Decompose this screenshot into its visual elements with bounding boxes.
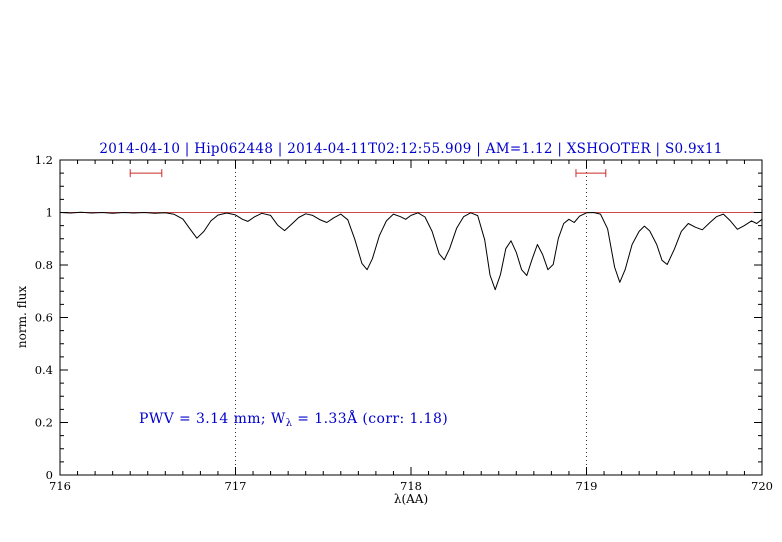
y-tick-label: 0 — [46, 468, 53, 482]
y-tick-label: 0.2 — [35, 416, 53, 430]
spectrum-line — [59, 211, 763, 291]
pwv-annotation: PWV = 3.14 mm; Wλ = 1.33Å (corr: 1.18) — [139, 411, 448, 429]
x-axis-label: λ(AA) — [393, 492, 429, 506]
plot-title: 2014-04-10 | Hip062448 | 2014-04-11T02:1… — [99, 141, 723, 157]
x-tick-label: 716 — [49, 479, 71, 493]
x-tick-label: 717 — [225, 479, 247, 493]
x-tick-label: 719 — [576, 479, 598, 493]
y-axis-label: norm. flux — [15, 285, 29, 349]
pwv-annotation-suffix: = 1.33Å (corr: 1.18) — [292, 411, 449, 427]
y-tick-label: 0.4 — [35, 363, 53, 377]
pwv-annotation-subscript: λ — [285, 418, 293, 429]
y-tick-label: 0.6 — [35, 311, 53, 325]
x-tick-label: 720 — [751, 479, 773, 493]
pwv-annotation-prefix: PWV = 3.14 mm; W — [139, 411, 286, 427]
x-tick-label: 718 — [400, 479, 422, 493]
y-tick-label: 0.8 — [35, 258, 53, 272]
y-tick-label: 1 — [46, 206, 53, 220]
y-tick-label: 1.2 — [35, 153, 53, 167]
